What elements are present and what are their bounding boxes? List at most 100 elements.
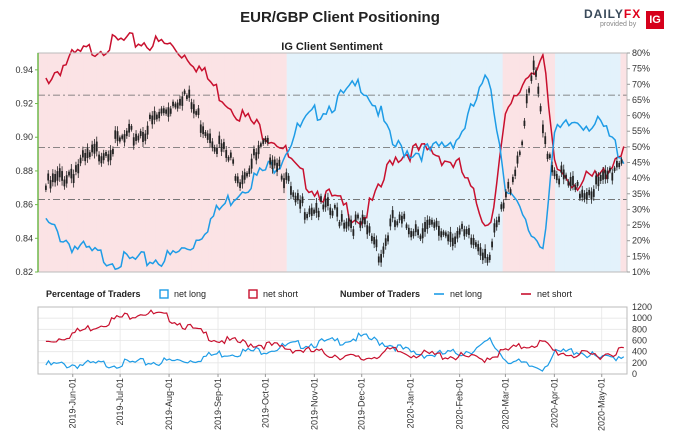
price-candle <box>183 90 186 95</box>
price-candle <box>77 163 80 174</box>
sentiment-band <box>348 53 353 272</box>
price-candle <box>100 156 103 164</box>
sentiment-band <box>483 53 487 272</box>
sentiment-band <box>57 53 62 272</box>
date-tick-label: 2019-Nov-01 <box>309 378 319 430</box>
sentiment-band <box>558 53 563 272</box>
price-candle <box>542 124 544 134</box>
sentiment-band <box>267 53 271 272</box>
date-tick-label: 2019-Jun-01 <box>68 378 78 429</box>
price-candles <box>44 55 623 267</box>
logo-brand-prefix: DAILY <box>584 7 624 21</box>
price-candle <box>79 157 82 164</box>
price-candle <box>470 237 473 245</box>
price-candle <box>253 148 255 156</box>
price-candle <box>419 235 422 240</box>
price-candle <box>179 98 181 106</box>
sentiment-band <box>443 53 448 272</box>
price-candle <box>280 175 283 180</box>
price-candle <box>202 126 204 135</box>
sentiment-band <box>260 53 265 272</box>
price-candle <box>548 154 551 159</box>
sentiment-band <box>175 53 180 272</box>
price-candle <box>149 114 151 120</box>
price-level-lines <box>38 94 627 200</box>
sentiment-band <box>47 53 52 272</box>
price-candle <box>153 110 156 120</box>
price-candle <box>507 181 510 189</box>
sentiment-band <box>253 53 258 272</box>
price-candle <box>137 135 140 141</box>
sentiment-band <box>136 53 140 272</box>
price-candle <box>417 229 419 236</box>
price-candle <box>58 168 61 178</box>
sentiment-band <box>217 53 222 272</box>
price-candle <box>583 193 586 200</box>
sentiment-band <box>316 53 320 272</box>
price-tick-label: 0.86 <box>15 200 33 210</box>
price-candle <box>604 169 607 180</box>
price-candle <box>387 235 389 242</box>
price-candle <box>546 153 549 159</box>
sentiment-band <box>404 53 409 272</box>
sentiment-band <box>155 53 160 272</box>
sentiment-band <box>152 53 157 272</box>
sentiment-band <box>512 53 517 272</box>
sentiment-band <box>227 53 232 272</box>
price-candle <box>572 175 574 186</box>
price-candle <box>442 231 445 236</box>
sentiment-band <box>600 53 605 272</box>
sentiment-band <box>473 53 477 272</box>
sentiment-band <box>623 53 628 272</box>
price-candle <box>130 125 133 130</box>
price-candle <box>287 175 290 182</box>
sentiment-band <box>201 53 206 272</box>
price-candle <box>500 204 503 210</box>
price-candle <box>144 133 147 141</box>
sentiment-band <box>610 53 615 272</box>
sentiment-band <box>407 53 412 272</box>
legend-pct-short-swatch <box>248 289 258 299</box>
price-candle <box>51 173 54 183</box>
sentiment-band <box>469 53 474 272</box>
sentiment-band <box>502 53 507 272</box>
price-candle <box>343 222 346 229</box>
sentiment-band <box>368 53 373 272</box>
legend-num-title: Number of Traders <box>340 289 420 299</box>
price-candle <box>551 165 554 173</box>
sentiment-band <box>420 53 425 272</box>
price-candle <box>555 173 558 181</box>
price-candle <box>451 237 454 247</box>
price-candle <box>294 195 297 203</box>
sentiment-band <box>342 53 347 272</box>
price-candle <box>206 133 209 140</box>
sentiment-band <box>355 53 360 272</box>
price-candle <box>116 131 119 142</box>
sentiment-lines <box>45 31 625 271</box>
sentiment-band <box>296 53 301 272</box>
price-candle <box>384 238 387 246</box>
price-candle <box>61 171 63 181</box>
percent-tick-label: 55% <box>632 126 650 136</box>
price-candle <box>431 219 433 225</box>
dailyfx-logo: DAILYFX provided by IG <box>584 7 676 33</box>
sentiment-band <box>577 53 582 272</box>
price-candle <box>609 167 611 172</box>
price-candle <box>310 207 313 216</box>
price-candle <box>461 223 463 229</box>
price-candle <box>481 252 484 261</box>
price-candle <box>553 170 556 177</box>
sentiment-band <box>541 53 546 272</box>
sentiment-band <box>172 53 176 272</box>
price-candle <box>354 214 357 222</box>
sentiment-band <box>460 53 464 272</box>
price-candle <box>567 181 570 186</box>
price-candle <box>331 210 334 216</box>
price-candle <box>262 139 265 144</box>
traders-tick-label: 1000 <box>632 313 652 323</box>
sentiment-band <box>123 53 127 272</box>
price-candle <box>49 180 52 189</box>
sentiment-band <box>240 53 245 272</box>
price-candle <box>477 244 480 252</box>
